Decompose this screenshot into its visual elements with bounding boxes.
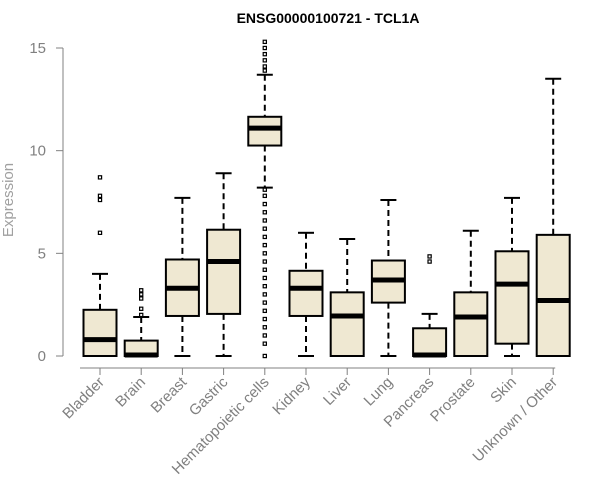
- outlier-point: [262, 267, 268, 272]
- outlier-point: [97, 193, 103, 199]
- box-brain: [123, 288, 159, 358]
- box-hematopoietic-cells: [247, 39, 283, 359]
- box-liver: [329, 237, 365, 358]
- box-bladder: [82, 175, 118, 357]
- outlier-point: [139, 296, 144, 301]
- outlier-point: [262, 68, 268, 73]
- outlier-point: [262, 64, 268, 69]
- outlier-point: [262, 353, 268, 359]
- outlier-point: [97, 230, 103, 235]
- boxes-group: [82, 39, 571, 359]
- outlier-point: [262, 187, 268, 192]
- box-iqr: [453, 291, 489, 358]
- box-iqr: [412, 327, 448, 357]
- outlier-point: [262, 341, 268, 346]
- outlier-point: [262, 308, 268, 314]
- y-axis: 0 5 10 15: [29, 40, 64, 365]
- box-prostate: [453, 229, 489, 358]
- x-tick-label: Liver: [320, 374, 355, 409]
- outlier-point: [139, 312, 144, 318]
- outlier-point: [139, 306, 144, 311]
- outlier-point: [262, 300, 268, 305]
- outlier-point: [97, 175, 103, 180]
- x-tick-label: Prostate: [427, 374, 479, 426]
- x-tick-label: Bladder: [59, 374, 108, 423]
- outlier-point: [262, 333, 268, 338]
- y-tick-label: 15: [29, 40, 46, 57]
- box-breast: [164, 196, 200, 357]
- box-iqr: [206, 228, 242, 315]
- box-lung: [370, 198, 406, 357]
- outlier-point: [262, 275, 268, 281]
- outlier-point: [262, 218, 268, 223]
- x-tick-label: Skin: [487, 374, 520, 407]
- outlier-point: [427, 259, 432, 264]
- outlier-point: [262, 259, 268, 264]
- outlier-point: [262, 292, 268, 297]
- box-kidney: [288, 231, 324, 357]
- outlier-point: [262, 325, 268, 330]
- outlier-point: [262, 201, 268, 207]
- box-iqr: [288, 269, 324, 317]
- box-iqr: [494, 250, 530, 345]
- box-iqr: [535, 233, 571, 357]
- y-axis-label: Expression: [0, 163, 17, 237]
- outlier-point: [262, 45, 268, 51]
- box-unknown-other: [535, 77, 571, 357]
- outlier-point: [262, 58, 268, 63]
- outlier-point: [262, 210, 268, 215]
- outlier-point: [262, 51, 268, 57]
- outlier-point: [262, 234, 268, 240]
- outlier-point: [427, 254, 432, 259]
- y-tick-label: 5: [38, 245, 46, 262]
- outlier-point: [139, 288, 144, 293]
- box-skin: [494, 196, 530, 357]
- outlier-point: [262, 242, 268, 248]
- box-iqr: [82, 308, 118, 357]
- outlier-point: [139, 292, 144, 297]
- y-tick-label: 10: [29, 143, 46, 160]
- box-iqr: [247, 115, 283, 147]
- outlier-point: [262, 251, 268, 256]
- box-pancreas: [412, 254, 448, 358]
- x-tick-label: Kidney: [269, 373, 314, 418]
- y-tick-label: 0: [38, 348, 46, 365]
- x-tick-label: Brain: [112, 374, 149, 411]
- outlier-point: [262, 39, 268, 45]
- outlier-point: [262, 316, 268, 322]
- box-gastric: [206, 172, 242, 357]
- box-iqr: [329, 291, 365, 358]
- chart-title: ENSG00000100721 - TCL1A: [237, 10, 420, 26]
- outlier-point: [97, 197, 103, 203]
- x-tick-label: Breast: [148, 373, 191, 416]
- outlier-point: [262, 193, 268, 199]
- outlier-point: [262, 226, 268, 231]
- x-tick-label: Lung: [361, 374, 397, 410]
- outlier-point: [262, 283, 268, 289]
